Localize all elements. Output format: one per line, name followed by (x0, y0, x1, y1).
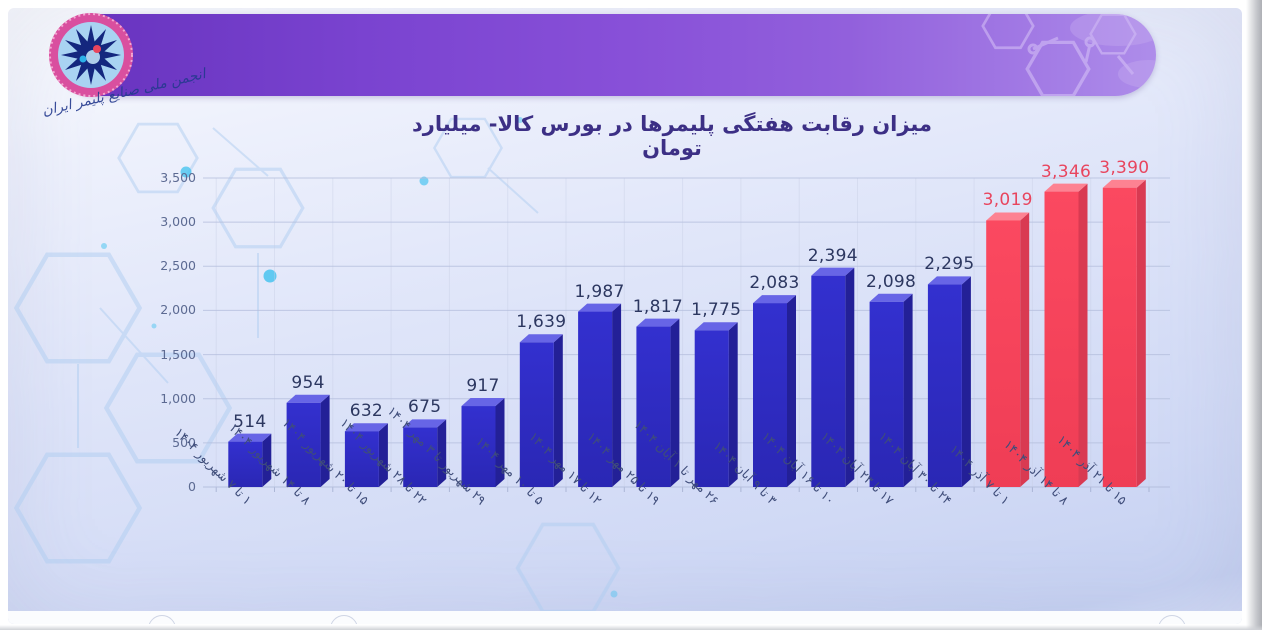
bar-side-face (1078, 183, 1088, 487)
bar (986, 220, 1021, 487)
bar-side-face (903, 293, 913, 487)
bar (344, 431, 379, 487)
bar-top-face (578, 303, 622, 312)
bar (403, 427, 438, 487)
bar-top-face (811, 267, 855, 276)
bar-top-face (461, 398, 505, 407)
bar-side-face (787, 295, 796, 487)
bar-top-face (344, 423, 388, 432)
bar-side-face (961, 276, 971, 487)
bar-side-face (670, 318, 680, 487)
bar (1102, 187, 1137, 487)
bar (927, 284, 962, 487)
bar-side-face (320, 394, 330, 487)
slide-background (8, 8, 1242, 624)
bar (578, 311, 613, 487)
bar-side-face (495, 398, 505, 487)
bar-side-face (728, 322, 738, 487)
bar-side-face (378, 423, 388, 487)
bar-side-face (553, 334, 563, 487)
bar-top-face (869, 293, 913, 302)
bar (636, 326, 671, 487)
bar-top-face (694, 322, 738, 331)
bar (286, 402, 321, 487)
bar-top-face (519, 334, 563, 343)
bar-side-face (437, 419, 447, 487)
chart-title: میزان رقابت هفتگی پلیمرها در بورس کالا- … (411, 112, 932, 160)
photo-edge (1246, 0, 1262, 630)
footer-strip (8, 611, 1242, 624)
bar (228, 441, 263, 487)
bar-top-face (636, 318, 680, 327)
bar-top-face (286, 394, 330, 403)
bar-top-face (986, 212, 1030, 221)
bar (694, 330, 729, 487)
org-logo-icon (49, 13, 133, 97)
bar (753, 303, 787, 487)
bar-top-face (1044, 183, 1088, 192)
photo-edge (0, 625, 1262, 630)
bar (519, 342, 554, 487)
bar-top-face (753, 295, 796, 304)
bar (1044, 191, 1079, 487)
bar-top-face (228, 433, 272, 442)
bar-top-face (403, 419, 447, 428)
bar-side-face (612, 303, 622, 487)
bar-side-face (1020, 212, 1030, 487)
bar (461, 406, 496, 487)
bar-side-face (845, 267, 855, 487)
bar-top-face (1102, 179, 1146, 188)
bar-side-face (262, 433, 272, 487)
bar-top-face (927, 276, 971, 285)
bar (869, 301, 904, 487)
bar-side-face (1136, 179, 1146, 487)
bar (811, 275, 846, 487)
